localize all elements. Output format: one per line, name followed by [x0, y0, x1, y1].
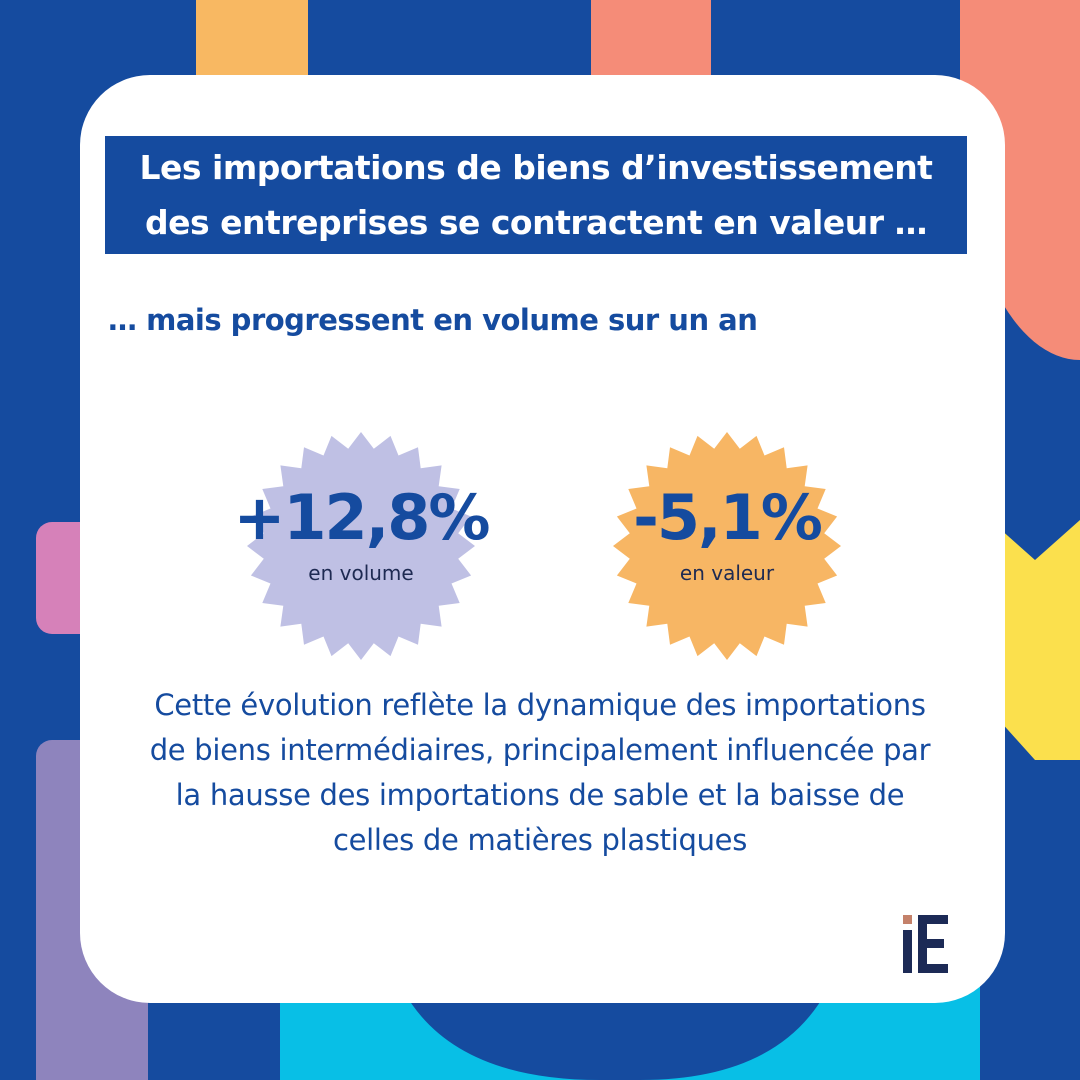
- volume-stat-value: +12,8%: [233, 481, 490, 554]
- volume-stat-label: en volume: [308, 561, 414, 585]
- value-stat-label: en valeur: [679, 561, 775, 585]
- content-card: Les importations de biens d’investisseme…: [80, 75, 1005, 1003]
- value-stat-value: -5,1%: [633, 481, 823, 554]
- yellow-chevron-decoration: [990, 520, 1080, 760]
- page-title: Les importations de biens d’investisseme…: [139, 148, 933, 242]
- starburst-icon: [247, 432, 475, 660]
- starburst-icon: [613, 432, 841, 660]
- ie-logo-icon: [903, 915, 948, 973]
- volume-stat-badge: +12,8% en volume: [233, 431, 491, 661]
- value-stat-badge: -5,1% en valeur: [612, 431, 842, 661]
- description-text: Cette évolution reflète la dynamique des…: [149, 688, 931, 857]
- page-subtitle: … mais progressent en volume sur un an: [108, 303, 758, 337]
- title-banner: Les importations de biens d’investisseme…: [105, 136, 967, 254]
